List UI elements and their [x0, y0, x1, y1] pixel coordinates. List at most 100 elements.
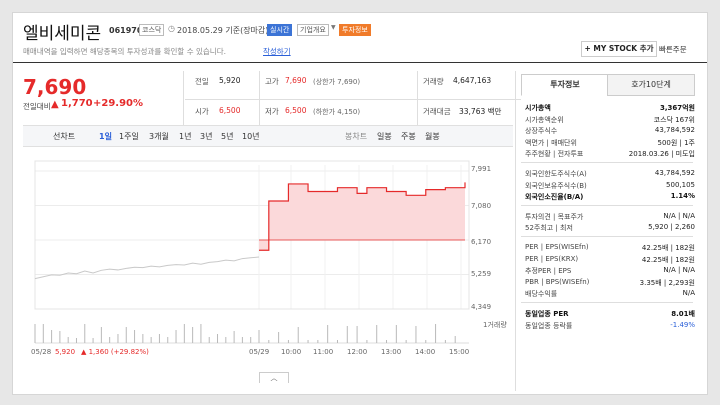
info-value: 500,105: [666, 180, 695, 189]
period-daily[interactable]: 일봉: [377, 132, 392, 141]
period-3year[interactable]: 3년: [200, 132, 213, 141]
stock-code: 061970: [109, 26, 143, 35]
info-label: 배당수익률: [525, 290, 558, 299]
info-value: 3.35배 | 2,293원: [639, 278, 695, 287]
info-label: 외국인소진율(B/A): [525, 193, 584, 202]
prev-close-value: 5,920: [219, 76, 241, 85]
info-label: PER | EPS(WISEfn): [525, 243, 589, 251]
chevron-down-icon: ▼: [331, 24, 336, 31]
x-tick-label: 05/29: [249, 348, 270, 356]
info-value: 43,784,592: [654, 169, 695, 177]
info-divider: [521, 204, 693, 206]
y-tick-label: 7,080: [471, 202, 492, 210]
today-area: [259, 182, 465, 251]
header-divider: [13, 62, 707, 63]
info-value: -1.49%: [670, 320, 695, 329]
change-label: 전일대비: [23, 102, 51, 111]
footer-prev-price: 5,920: [55, 348, 76, 356]
info-value: 3,367억원: [659, 104, 695, 112]
change-amount: 1,770: [61, 98, 93, 109]
invest-info-tag[interactable]: 투자정보: [339, 24, 371, 36]
open-label: 시가: [195, 107, 209, 116]
x-tick-label: 13:00: [381, 348, 402, 356]
info-value: 코스닥 167위: [653, 115, 695, 124]
info-label: 시가총액: [525, 104, 551, 112]
open-value: 6,500: [219, 106, 241, 115]
low-note: (하한가 4,150): [313, 108, 361, 116]
info-value: 500원 | 1주: [657, 138, 695, 147]
info-value: N/A | N/A: [663, 266, 695, 275]
current-price: 7,690: [23, 75, 87, 99]
prev-close-label: 전일: [195, 77, 209, 86]
period-line-chart[interactable]: 선차트: [53, 132, 76, 141]
add-my-stock-button[interactable]: + MY STOCK 추가: [581, 41, 657, 57]
info-divider: [521, 236, 693, 237]
high-note: (상한가 7,690): [313, 78, 361, 86]
x-tick-label: 12:00: [347, 348, 368, 356]
amount-label: 거래대금: [423, 107, 451, 116]
period-bar: [23, 125, 513, 147]
y-tick-label: 5,259: [471, 270, 492, 278]
company-overview-tag[interactable]: 기업개요: [297, 24, 329, 36]
info-value: 42.25배 | 182원: [641, 244, 695, 252]
chart-frame: [34, 160, 470, 310]
collapse-chart-button[interactable]: ︿: [259, 372, 289, 383]
market-tag: 코스닥: [139, 24, 165, 36]
info-label: PER | EPS(KRX): [525, 254, 579, 263]
period-5year[interactable]: 5년: [221, 132, 234, 141]
info-label: 외국인한도주식수(A): [525, 170, 587, 178]
low-label: 저가: [265, 107, 279, 116]
x-tick-label: 11:00: [313, 348, 334, 356]
low-value: 6,500: [285, 106, 307, 115]
info-label: 시가총액순위: [525, 115, 564, 124]
info-label: 추정PER | EPS: [525, 267, 572, 276]
y-tick-label: 7,991: [471, 165, 492, 173]
right-panel-divider: [515, 71, 516, 391]
notice-link[interactable]: 작성하기: [263, 47, 291, 56]
high-label: 고가: [265, 77, 279, 86]
realtime-tag[interactable]: 실시간: [267, 24, 293, 36]
quote-row-divider: [185, 99, 521, 100]
stock-name: 엘비세미콘: [23, 24, 102, 44]
info-value: 43,784,592: [654, 126, 695, 135]
high-value: 7,690: [285, 76, 307, 85]
info-value: N/A | N/A: [663, 211, 695, 220]
prev-day-line: [34, 256, 260, 280]
period-monthly[interactable]: 월봉: [425, 132, 440, 141]
footer-prev-change: ▲ 1,360 (+29.82%): [81, 348, 149, 356]
tab-invest-info[interactable]: 투자정보: [521, 74, 609, 96]
info-label: 동일업종 등락률: [525, 321, 573, 330]
info-label: PBR | BPS(WISEfn): [525, 277, 590, 286]
period-3month[interactable]: 3개월: [149, 132, 169, 141]
info-label: 외국인보유주식수(B): [525, 181, 587, 190]
x-tick-label: 15:00: [449, 348, 470, 356]
period-1year[interactable]: 1년: [179, 132, 192, 141]
price-chart: [34, 160, 470, 344]
period-1day[interactable]: 1일: [99, 132, 112, 141]
info-value: 5,920 | 2,260: [648, 223, 695, 232]
notice-text: 매매내역을 입력하면 해당종목의 투자성과를 확인할 수 있습니다.: [23, 47, 226, 56]
x-tick-label: 05/28: [31, 348, 52, 356]
y-tick-label: 4,349: [471, 303, 492, 311]
x-tick-label: 10:00: [281, 348, 302, 356]
info-label: 투자의견 | 목표주가: [525, 212, 584, 221]
info-value: 2018.03.26 | 미도입: [628, 150, 695, 159]
info-value: 42.25배 | 182원: [641, 255, 695, 264]
period-candle-chart[interactable]: 봉차트: [345, 132, 368, 141]
period-10year[interactable]: 10년: [242, 132, 260, 141]
quick-menu-link[interactable]: 빠른주문: [659, 45, 687, 54]
info-label: 동일업종 PER: [525, 310, 569, 318]
date-basis: 2018.05.29 기준(장마감): [177, 26, 269, 35]
clock-icon: ◷: [168, 24, 175, 33]
info-value: 8.01배: [671, 310, 695, 318]
period-weekly[interactable]: 주봉: [401, 132, 416, 141]
volume-axis-label: 1거래량: [483, 321, 507, 329]
tab-quote-10[interactable]: 호가10단계: [607, 74, 695, 96]
volume-value: 4,647,163: [453, 76, 492, 85]
info-value: 1.14%: [670, 192, 695, 201]
period-1week[interactable]: 1주일: [119, 132, 139, 141]
info-divider: [521, 302, 693, 303]
info-label: 주주현황 | 전자투표: [525, 150, 584, 159]
info-label: 상장주식수: [525, 127, 558, 136]
info-value: N/A: [682, 289, 695, 298]
